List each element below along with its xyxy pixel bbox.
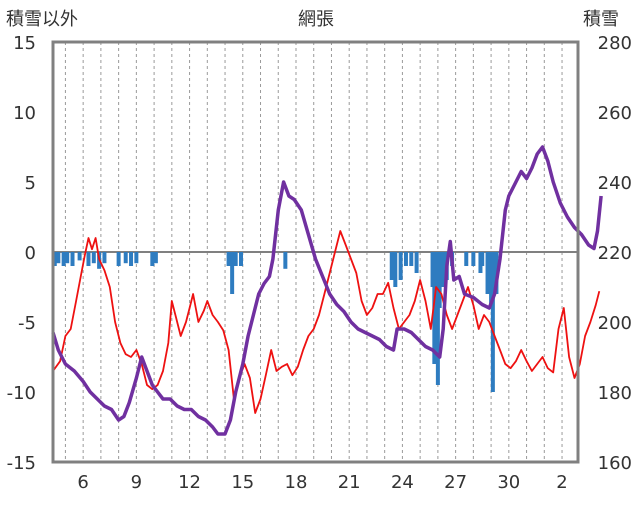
precipitation-bar [61, 252, 66, 266]
x-tick-label: 2 [556, 472, 567, 493]
precipitation-bar [471, 252, 476, 266]
plot-frame [51, 40, 580, 464]
precipitation-bar [437, 252, 442, 308]
x-tick-label: 21 [338, 472, 361, 493]
left-tick-label: -5 [18, 313, 36, 334]
x-tick-labels: 6 9 12 15 18 21 24 27 30 2 [77, 472, 567, 493]
precipitation-bar [134, 252, 139, 264]
left-tick-labels: 15 10 5 0 -5 -10 -15 [7, 33, 36, 474]
left-tick-label: -15 [7, 453, 36, 474]
precipitation-bar [129, 252, 134, 266]
x-tick-label: 24 [391, 472, 414, 493]
precipitation-bar [233, 252, 238, 266]
x-tick-label: 15 [231, 472, 254, 493]
snow-depth-line [51, 145, 603, 436]
right-tick-label: 240 [598, 173, 632, 194]
left-tick-label: 15 [13, 33, 36, 54]
x-tick-label: 18 [285, 472, 308, 493]
right-tick-label: 260 [598, 103, 632, 124]
precipitation-bar [65, 252, 70, 264]
precipitation-bar [398, 252, 403, 280]
x-tick-label: 6 [77, 472, 88, 493]
precipitation-bar [409, 252, 414, 266]
precipitation-bar [464, 252, 469, 266]
precipitation-bar [52, 252, 57, 266]
precipitation-bar [393, 252, 398, 287]
precipitation-bar [56, 252, 61, 264]
precipitation-bar [230, 252, 235, 294]
x-tick-label: 9 [131, 472, 142, 493]
left-tick-label: 10 [13, 103, 36, 124]
left-axis-label: 積雪以外 [6, 9, 78, 30]
precipitation-bar [403, 252, 408, 266]
precipitation-bar [485, 252, 490, 294]
right-tick-label: 200 [598, 313, 632, 334]
x-tick-label: 30 [497, 472, 520, 493]
precipitation-bar [435, 252, 440, 385]
right-tick-label: 220 [598, 243, 632, 264]
left-tick-label: -10 [7, 383, 36, 404]
precipitation-bar [480, 252, 485, 266]
precipitation-bar [239, 252, 244, 266]
right-axis-label: 積雪 [583, 9, 619, 30]
precipitation-bar [150, 252, 155, 266]
precipitation-bar [86, 252, 91, 266]
precipitation-bar [123, 252, 128, 264]
chart-title: 網張 [298, 9, 334, 30]
precipitation-bars [52, 252, 499, 392]
right-tick-labels: 280 260 240 220 200 180 160 [598, 33, 632, 474]
precipitation-bar [116, 252, 121, 266]
right-tick-label: 160 [598, 453, 632, 474]
precipitation-bar [91, 252, 96, 264]
precipitation-bar [490, 252, 495, 392]
precipitation-bar [102, 252, 107, 264]
precipitation-bar [414, 252, 419, 273]
x-tick-label: 12 [178, 472, 201, 493]
precipitation-bar [283, 252, 288, 269]
precipitation-bar [226, 252, 231, 266]
right-tick-label: 280 [598, 33, 632, 54]
precipitation-bar [153, 252, 158, 264]
left-tick-label: 5 [25, 173, 36, 194]
precipitation-bar [389, 252, 394, 280]
data-lines [51, 145, 603, 436]
left-tick-label: 0 [25, 243, 36, 264]
precipitation-bar [77, 252, 82, 261]
precipitation-bar [70, 252, 75, 266]
x-tick-label: 27 [444, 472, 467, 493]
right-tick-label: 180 [598, 383, 632, 404]
precipitation-bar [441, 252, 446, 287]
